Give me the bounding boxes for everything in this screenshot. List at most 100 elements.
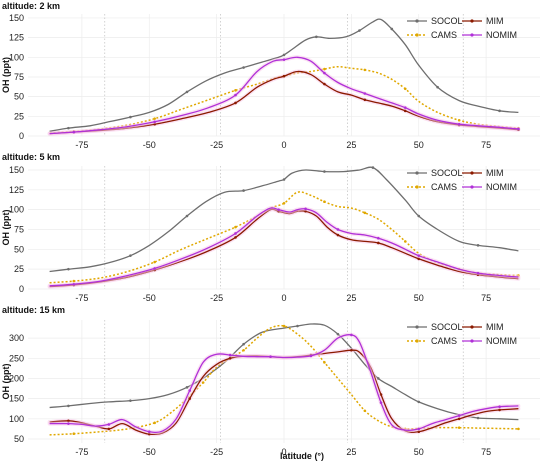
data-point-socol bbox=[67, 404, 70, 408]
data-point-cams bbox=[323, 67, 326, 71]
data-point-mim bbox=[188, 397, 191, 400]
data-point-mim bbox=[234, 236, 237, 239]
data-point-socol bbox=[185, 386, 189, 389]
x-tick-label: 0 bbox=[281, 447, 286, 457]
data-point-nomim bbox=[476, 271, 480, 275]
y-tick-label: 25 bbox=[14, 264, 24, 274]
data-point-cams bbox=[457, 426, 461, 429]
legend-marker-nomim bbox=[470, 339, 474, 343]
series-line-socol bbox=[49, 18, 519, 132]
x-tick-label: 25 bbox=[346, 447, 356, 457]
series-line-nomim bbox=[49, 56, 519, 135]
data-point-nomim bbox=[153, 267, 156, 270]
data-point-socol bbox=[282, 178, 286, 181]
data-point-socol bbox=[242, 342, 245, 346]
x-tick-label: -50 bbox=[143, 447, 156, 457]
legend-marker-socol bbox=[415, 171, 419, 175]
y-tick-label: 100 bbox=[9, 414, 24, 424]
data-point-mim bbox=[417, 257, 421, 261]
data-point-cams bbox=[517, 427, 520, 431]
series-line-cams bbox=[49, 65, 519, 134]
data-point-nomim bbox=[269, 355, 272, 358]
legend-marker-cams bbox=[415, 339, 419, 343]
data-point-mim bbox=[403, 109, 407, 113]
data-point-nomim bbox=[234, 93, 237, 97]
data-point-cams bbox=[403, 240, 407, 243]
data-point-socol bbox=[129, 115, 132, 119]
data-point-nomim bbox=[498, 405, 501, 409]
data-point-nomim bbox=[309, 354, 313, 358]
y-tick-label: 50 bbox=[14, 244, 24, 254]
data-point-cams bbox=[153, 260, 156, 264]
data-point-nomim bbox=[147, 430, 151, 434]
data-point-nomim bbox=[67, 422, 70, 425]
data-point-socol bbox=[390, 27, 394, 31]
data-point-cams bbox=[323, 361, 326, 364]
y-axis-label: OH (ppt) bbox=[1, 57, 11, 93]
y-tick-label: 200 bbox=[9, 373, 24, 383]
x-axis-label: latitude (°) bbox=[280, 451, 324, 461]
data-point-socol bbox=[282, 53, 286, 57]
x-tick-label: -25 bbox=[210, 140, 223, 150]
panel-altitude-5km: altitude: 5 km OH (ppt) 0 25 50 75 100 125 150 -7… bbox=[1, 152, 540, 303]
x-tick-label: -75 bbox=[75, 293, 88, 303]
data-point-mim bbox=[350, 348, 353, 352]
data-point-nomim bbox=[234, 232, 237, 235]
legend-label-socol: SOCOL bbox=[431, 322, 463, 332]
x-tick-label: -25 bbox=[210, 293, 223, 303]
data-point-socol bbox=[323, 170, 326, 173]
data-point-socol bbox=[336, 332, 340, 336]
data-point-cams bbox=[323, 200, 326, 204]
data-point-cams bbox=[363, 68, 367, 72]
data-point-socol bbox=[358, 29, 361, 32]
data-point-socol bbox=[476, 244, 480, 247]
y-tick-label: 0 bbox=[19, 284, 24, 294]
data-point-cams bbox=[201, 381, 205, 384]
data-point-socol bbox=[129, 399, 132, 402]
series-line-socol bbox=[49, 323, 519, 421]
data-point-socol bbox=[67, 126, 70, 130]
data-point-nomim bbox=[107, 423, 111, 426]
legend-marker-socol bbox=[415, 19, 419, 23]
y-axis-label: OH (ppt) bbox=[1, 210, 11, 246]
data-point-socol bbox=[315, 35, 318, 39]
x-tick-label: -50 bbox=[143, 140, 156, 150]
legend-marker-mim bbox=[470, 325, 474, 329]
x-tick-label: 50 bbox=[414, 293, 424, 303]
data-point-mim bbox=[336, 233, 340, 237]
data-point-nomim bbox=[188, 389, 191, 392]
data-point-socol bbox=[377, 377, 380, 380]
x-tick-label: 25 bbox=[346, 293, 356, 303]
data-point-socol bbox=[417, 400, 421, 404]
data-point-mim bbox=[498, 408, 501, 412]
legend-label-cams: CAMS bbox=[431, 336, 457, 346]
y-tick-label: 25 bbox=[14, 111, 24, 121]
x-tick-label: 25 bbox=[346, 140, 356, 150]
data-point-cams bbox=[457, 118, 461, 122]
legend-label-mim: MIM bbox=[486, 168, 504, 178]
series-line-nomim bbox=[49, 334, 519, 434]
y-tick-label: 150 bbox=[9, 394, 24, 404]
data-point-socol bbox=[242, 66, 245, 69]
data-point-cams bbox=[234, 225, 237, 229]
data-point-socol bbox=[185, 214, 189, 218]
data-point-cams bbox=[242, 348, 245, 352]
data-point-socol bbox=[417, 214, 421, 218]
data-point-mim bbox=[282, 74, 286, 78]
data-point-nomim bbox=[72, 130, 76, 134]
data-point-nomim bbox=[350, 333, 353, 337]
y-tick-label: 75 bbox=[14, 224, 24, 234]
data-point-nomim bbox=[377, 236, 380, 240]
data-point-cams bbox=[234, 89, 237, 92]
data-point-nomim bbox=[228, 353, 232, 357]
y-tick-label: 150 bbox=[9, 13, 24, 23]
data-point-mim bbox=[363, 98, 367, 102]
series-line-nomim bbox=[49, 207, 519, 287]
x-tick-label: 0 bbox=[281, 140, 286, 150]
data-point-nomim bbox=[457, 414, 461, 417]
x-tick-label: 75 bbox=[481, 140, 491, 150]
data-point-mim bbox=[228, 357, 232, 360]
data-point-nomim bbox=[277, 208, 280, 211]
panel-title: altitude: 2 km bbox=[2, 1, 60, 11]
